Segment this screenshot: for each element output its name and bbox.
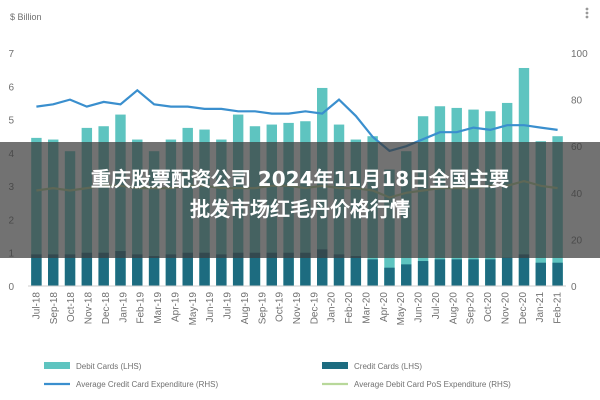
legend-label: Average Debit Card PoS Expenditure (RHS) — [354, 380, 511, 389]
credit-card-bar — [31, 254, 42, 286]
credit-card-bar — [401, 264, 412, 286]
legend-swatch — [44, 362, 70, 369]
credit-card-bar — [518, 254, 530, 286]
credit-card-bar — [48, 254, 59, 286]
x-axis-tick-label: Aug-20 — [448, 292, 459, 325]
x-axis-tick-label: Jan-21 — [535, 292, 546, 323]
left-axis-tick-label: 5 — [8, 116, 14, 127]
credit-card-bar — [485, 259, 496, 286]
x-axis-tick-label: Sep-19 — [257, 292, 268, 325]
x-axis-tick-label: Jan-20 — [327, 292, 338, 323]
credit-card-bar — [451, 259, 462, 286]
headline-line-1: 重庆股票配资公司 2024年11月18日全国主要 — [90, 167, 510, 191]
x-axis-tick-label: Feb-21 — [553, 292, 564, 324]
x-axis-tick-label: Sep-18 — [49, 292, 60, 325]
credit-card-bar — [165, 254, 177, 286]
left-axis-tick-label: 6 — [8, 82, 14, 93]
credit-card-bar — [501, 257, 513, 286]
credit-card-bar — [216, 254, 227, 286]
x-axis-tick-label: Oct-19 — [275, 292, 286, 322]
credit-card-bar — [199, 252, 210, 286]
left-axis-unit-label: $ Billion — [10, 12, 42, 22]
x-axis-tick-label: Nov-18 — [84, 292, 95, 325]
avg-credit-expenditure-line — [36, 88, 558, 153]
credit-card-bar — [148, 256, 160, 286]
credit-card-bar — [81, 252, 93, 286]
credit-card-bar — [434, 259, 446, 286]
x-axis-tick-label: Nov-19 — [292, 292, 303, 325]
x-axis-tick-label: Jun-20 — [414, 292, 425, 323]
credit-card-bar — [98, 252, 109, 286]
x-axis-tick-label: May-20 — [396, 292, 407, 326]
headline-line-2: 批发市场红毛丹价格行情 — [190, 197, 410, 221]
x-axis-tick-label: Apr-20 — [379, 292, 390, 322]
credit-card-bar — [367, 259, 378, 286]
credit-card-bar — [417, 261, 429, 286]
x-axis-tick-label: Dec-18 — [101, 292, 112, 325]
credit-card-bar — [132, 254, 143, 286]
credit-card-bar — [249, 252, 261, 286]
x-axis-tick-label: Nov-20 — [501, 292, 512, 325]
x-axis-tick-label: Jul-19 — [223, 292, 234, 320]
left-axis-tick-label: 0 — [8, 282, 14, 293]
x-axis-tick-label: Jul-18 — [31, 292, 42, 320]
credit-card-bar — [384, 267, 395, 286]
credit-card-bar — [232, 252, 244, 286]
x-axis-tick-label: May-19 — [188, 292, 199, 326]
credit-card-bar — [283, 252, 294, 286]
legend-swatch — [322, 362, 348, 369]
credit-card-bar — [535, 262, 546, 286]
x-axis-tick-label: Feb-19 — [136, 292, 147, 324]
credit-card-bar — [468, 259, 479, 286]
credit-card-bar — [115, 251, 126, 286]
x-axis-tick-label: Apr-19 — [170, 292, 181, 322]
x-axis-tick-label: Jul-20 — [431, 292, 442, 320]
credit-card-bar — [182, 252, 193, 286]
credit-card-bar — [300, 252, 311, 286]
headline-overlay — [0, 142, 600, 258]
x-axis-tick-label: Mar-20 — [362, 292, 373, 324]
x-axis-ticks: Jul-18 Sep-18 Oct-18 Nov-18 Dec-18 Jan-19 Feb-… — [31, 292, 563, 326]
more-options-icon[interactable] — [580, 6, 594, 20]
credit-card-bar — [317, 249, 328, 286]
right-axis-tick-label: 100 — [571, 49, 588, 60]
x-axis-tick-label: Dec-19 — [309, 292, 320, 325]
x-axis-tick-label: Aug-19 — [240, 292, 251, 325]
left-axis-tick-label: 7 — [8, 49, 14, 60]
x-axis-tick-label: Oct-18 — [66, 292, 77, 322]
x-axis-tick-label: Sep-20 — [466, 292, 477, 325]
x-axis-tick-label: Jun-19 — [205, 292, 216, 323]
legend-label: Debit Cards (LHS) — [76, 362, 142, 371]
legend-label: Credit Cards (LHS) — [354, 362, 422, 371]
x-axis-tick-label: Jan-19 — [118, 292, 129, 323]
credit-card-bar — [333, 254, 345, 286]
right-axis-tick-label: 0 — [571, 282, 577, 293]
chart-legend: Debit Cards (LHS) Credit Cards (LHS) Avera… — [44, 362, 511, 389]
x-axis-tick-label: Dec-20 — [518, 292, 529, 325]
headline-title[interactable]: 重庆股票配资公司 2024年11月18日全国主要 批发市场红毛丹价格行情 — [0, 164, 600, 224]
credit-card-bar — [552, 262, 563, 286]
legend-label: Average Credit Card Expenditure (RHS) — [76, 380, 218, 389]
right-axis-tick-label: 80 — [571, 96, 583, 107]
x-axis-tick-label: Oct-20 — [483, 292, 494, 322]
x-axis-tick-label: Feb-20 — [344, 292, 355, 324]
x-axis-tick-label: Mar-19 — [153, 292, 164, 324]
credit-card-bar — [266, 252, 277, 286]
credit-card-bar — [350, 256, 362, 286]
credit-card-bar — [64, 254, 76, 286]
